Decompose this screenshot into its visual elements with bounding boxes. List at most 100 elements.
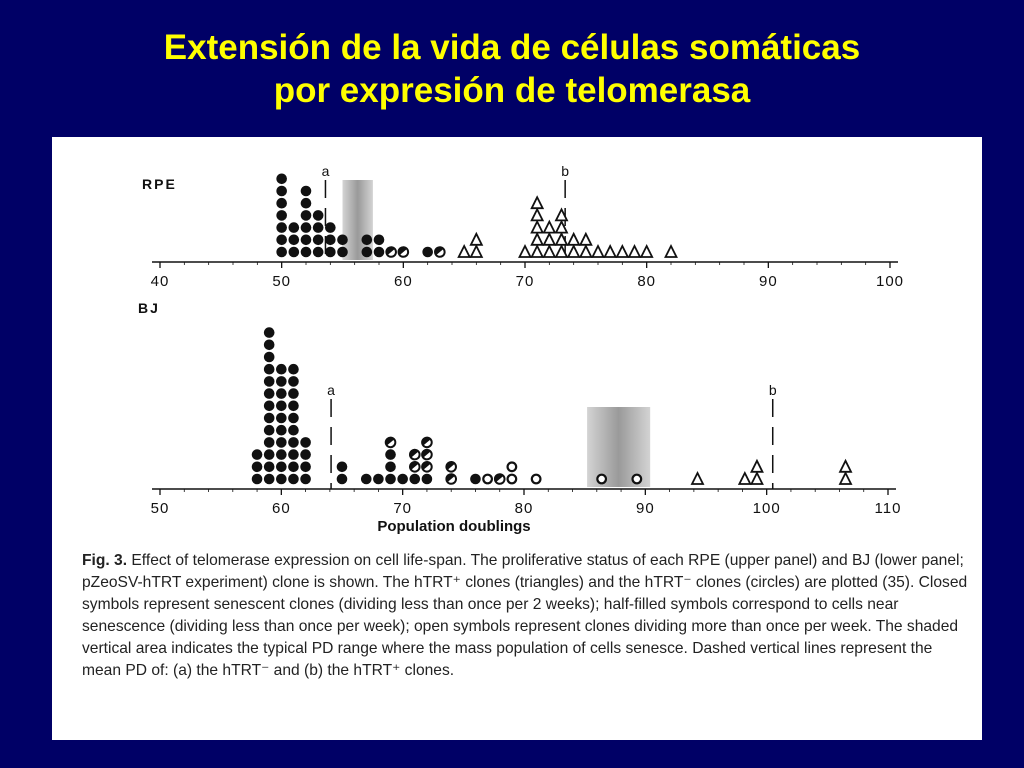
closed-circle-point: [336, 461, 348, 473]
half-filled-circle-point: [408, 448, 421, 461]
open-circle-point: [530, 473, 542, 485]
half-filled-circle-point: [385, 246, 397, 258]
panel-label: BJ: [138, 300, 160, 316]
closed-circle-point: [263, 363, 275, 375]
open-triangle-point: [530, 243, 545, 258]
half-filled-circle-point: [445, 473, 458, 485]
open-circle-point: [482, 473, 494, 485]
open-triangle-point: [737, 470, 752, 485]
open-triangle-point: [664, 243, 678, 258]
closed-circle-point: [300, 246, 312, 258]
closed-circle-point: [312, 234, 324, 246]
closed-circle-point: [288, 222, 300, 233]
tick-label: 50: [272, 273, 291, 290]
mean-line-label-b: b: [769, 382, 777, 398]
closed-circle-point: [263, 400, 275, 412]
closed-circle-point: [336, 473, 348, 485]
open-triangle-point: [469, 231, 484, 246]
closed-circle-point: [276, 449, 287, 460]
closed-circle-point: [276, 363, 287, 375]
open-triangle-point: [627, 243, 642, 258]
open-triangle-point: [542, 231, 557, 246]
mean-line-label-b: b: [561, 163, 569, 179]
open-triangle-point: [578, 243, 593, 258]
closed-circle-point: [276, 388, 287, 399]
closed-circle-point: [276, 437, 287, 448]
closed-circle-point: [409, 473, 421, 485]
open-triangle-point: [591, 243, 605, 258]
closed-circle-point: [373, 473, 384, 485]
open-triangle-point: [530, 195, 545, 210]
closed-circle-point: [276, 376, 287, 387]
closed-circle-point: [276, 400, 287, 412]
open-triangle-point: [542, 243, 557, 258]
open-circle-point: [506, 473, 518, 485]
open-triangle-point: [566, 243, 581, 258]
closed-circle-point: [288, 376, 299, 387]
closed-circle-point: [263, 437, 275, 448]
closed-circle-point: [325, 222, 336, 233]
tick-label: 110: [875, 500, 902, 517]
closed-circle-point: [288, 412, 299, 424]
closed-circle-point: [300, 473, 311, 485]
closed-circle-point: [385, 473, 396, 485]
closed-circle-point: [373, 234, 385, 246]
closed-circle-point: [276, 246, 287, 258]
closed-circle-point: [276, 473, 287, 485]
title-line-1: Extensión de la vida de células somática…: [163, 28, 861, 67]
closed-circle-point: [251, 461, 263, 473]
closed-circle-point: [325, 234, 336, 246]
closed-circle-point: [300, 437, 311, 448]
closed-circle-point: [276, 222, 287, 233]
open-circle-point: [506, 461, 518, 473]
tick-label: 60: [272, 500, 291, 517]
closed-circle-point: [263, 412, 275, 424]
open-triangle-point: [578, 231, 593, 246]
caption-label: Fig. 3.: [82, 552, 128, 569]
closed-circle-point: [288, 437, 299, 448]
closed-circle-point: [251, 449, 263, 460]
closed-circle-point: [397, 473, 408, 485]
slide-title: Extensión de la vida de células somática…: [0, 26, 1024, 112]
dot-plot-figure: 40 50 60 70 80 90 100 RPE a b 50 60 70 80 90 100 110 BJ Po…: [138, 163, 904, 535]
half-filled-circle-point: [445, 460, 458, 473]
panel-bj: 50 60 70 80 90 100 110 BJ Population doublings a b: [138, 300, 902, 535]
closed-circle-point: [288, 449, 299, 460]
tick-label: 60: [394, 273, 413, 290]
closed-circle-point: [360, 473, 372, 485]
closed-circle-point: [288, 363, 299, 375]
tick-label: 100: [876, 273, 904, 290]
closed-circle-point: [276, 173, 287, 185]
tick-label: 90: [636, 500, 655, 517]
open-triangle-point: [554, 231, 569, 246]
closed-circle-point: [422, 246, 433, 258]
closed-circle-point: [385, 449, 396, 460]
closed-circle-point: [300, 449, 311, 460]
closed-circle-point: [421, 473, 433, 485]
half-filled-circle-point: [421, 448, 433, 461]
mean-line-label-a: a: [322, 163, 330, 179]
open-triangle-point: [457, 243, 472, 258]
closed-circle-point: [300, 222, 312, 233]
tick-label: 80: [515, 500, 534, 517]
open-triangle-point: [838, 458, 853, 473]
closed-circle-point: [263, 424, 275, 436]
closed-circle-point: [300, 461, 311, 473]
open-triangle-point: [750, 458, 764, 473]
x-axis-label: Population doublings: [377, 518, 530, 535]
half-filled-circle-point: [421, 460, 433, 473]
shaded-senescence-range: [587, 407, 651, 487]
closed-circle-point: [288, 424, 299, 436]
closed-circle-point: [325, 246, 336, 258]
closed-circle-point: [276, 412, 287, 424]
closed-circle-point: [373, 246, 385, 258]
panel-rpe: 40 50 60 70 80 90 100 RPE a b: [142, 163, 904, 290]
open-triangle-point: [838, 470, 853, 485]
title-line-2: por expresión de telomerasa: [273, 71, 751, 110]
half-filled-circle-point: [397, 246, 410, 258]
closed-circle-point: [385, 461, 396, 473]
closed-circle-point: [300, 234, 312, 246]
closed-circle-point: [263, 449, 275, 460]
closed-circle-point: [361, 246, 373, 258]
half-filled-circle-point: [408, 460, 421, 473]
